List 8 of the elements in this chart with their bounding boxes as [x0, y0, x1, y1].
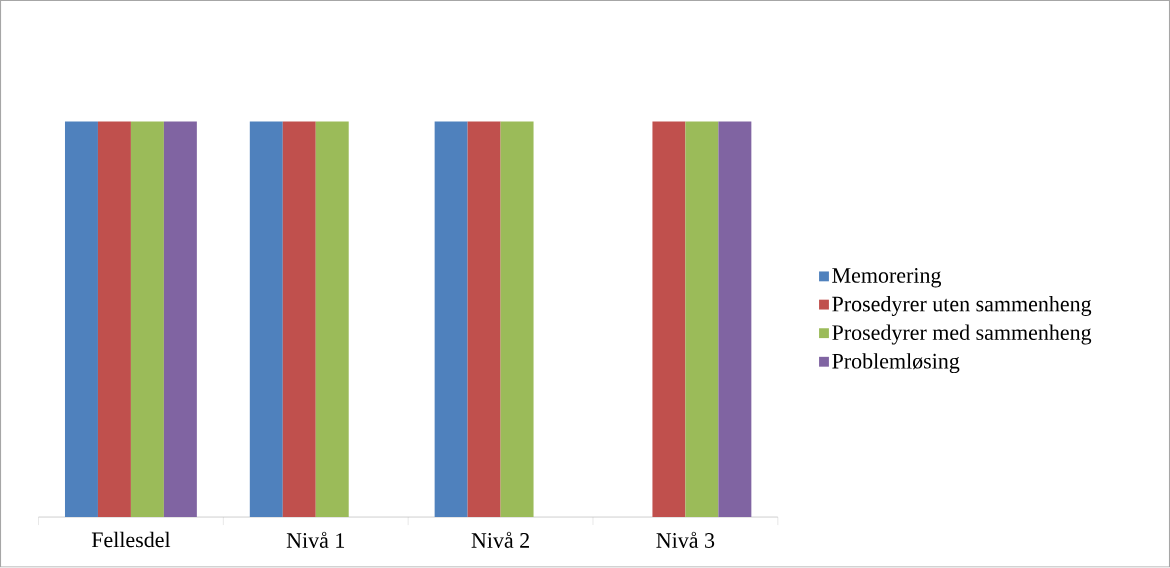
legend-label: Problemløsing: [832, 353, 960, 374]
legend-label: Prosedyrer uten sammenheng: [832, 296, 1092, 317]
legend-label: Prosedyrer med sammenheng: [832, 324, 1092, 345]
legend-label: Memorering: [832, 268, 942, 288]
x-tick-label: Fellesdel: [91, 531, 171, 548]
x-tick-label: Nivå 1: [286, 531, 345, 549]
x-tick-label: Nivå 3: [656, 531, 715, 549]
x-tick-label: Nivå 2: [471, 531, 529, 549]
